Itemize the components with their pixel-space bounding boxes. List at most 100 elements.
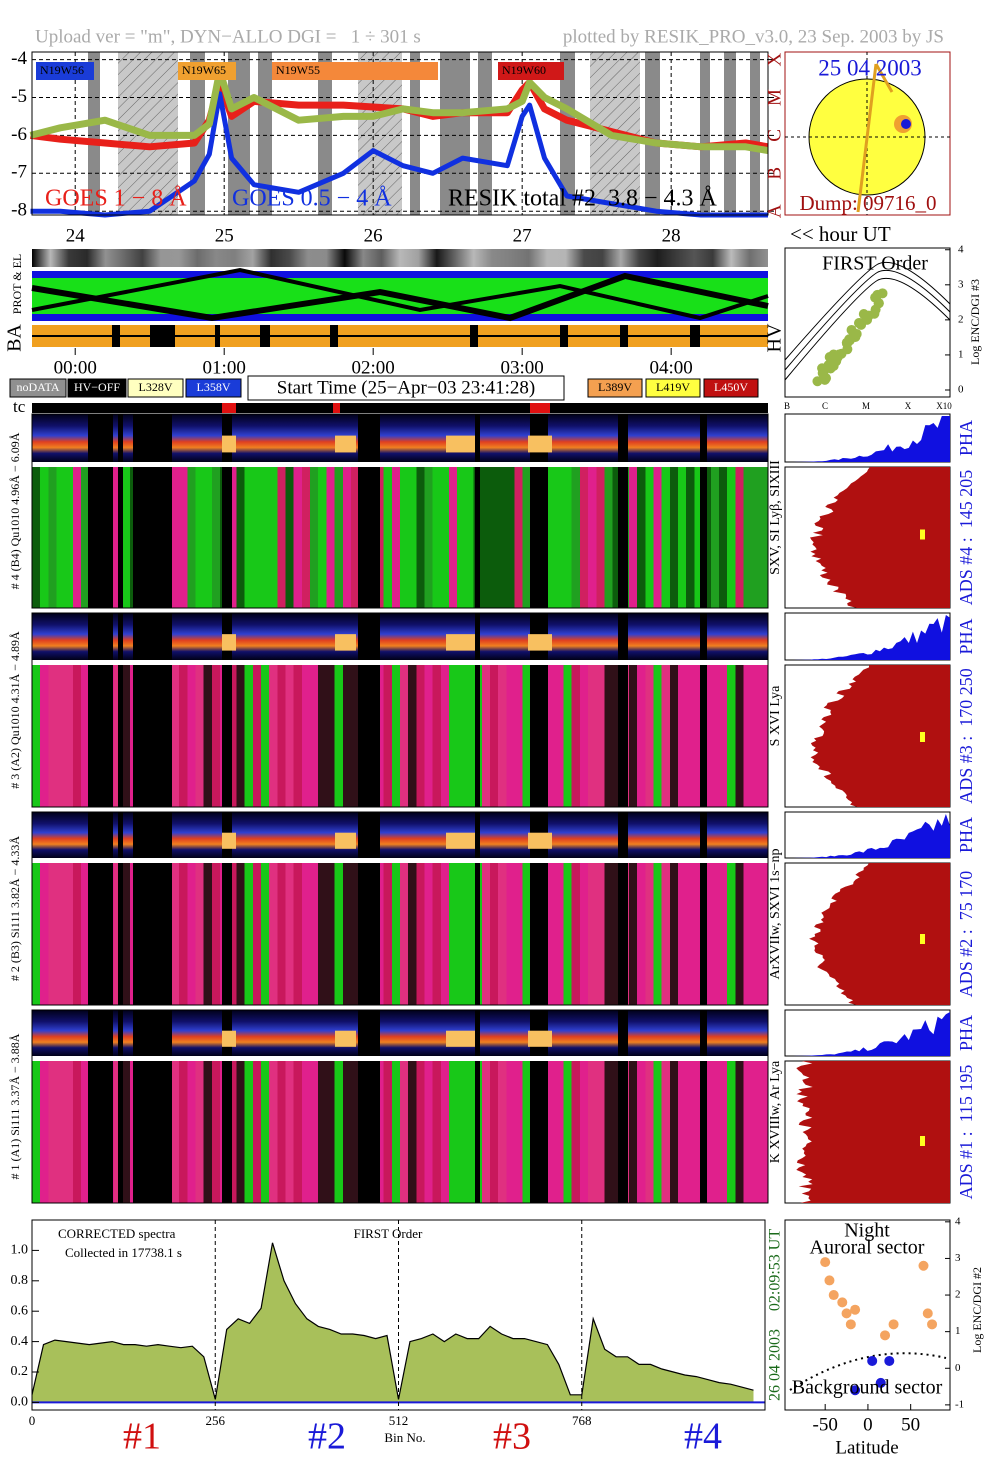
header-left: Upload ver = "m", DYN−ALLO DGI = 1 ÷ 301… [35, 26, 421, 47]
latitude-title: Night [844, 1220, 890, 1242]
y-tick-label: 1.0 [11, 1243, 29, 1258]
y-tick-label: 0.0 [11, 1395, 29, 1410]
x-tick-label: 0 [29, 1413, 36, 1428]
tc-mark [333, 403, 340, 413]
x-tick-label: -50 [813, 1414, 838, 1435]
data-gap [133, 863, 172, 1005]
y-tick-label: -4 [11, 48, 27, 69]
x-axis-label: Latitude [835, 1437, 898, 1458]
data-gap [88, 665, 113, 807]
flare-pha [528, 435, 552, 453]
data-gap [530, 1061, 548, 1203]
flare-pha [335, 634, 356, 651]
side-time: 02:09:53 UT [767, 1229, 784, 1311]
flare-pha [222, 634, 236, 651]
y2-tick-label: A [764, 204, 785, 218]
data-gap [475, 467, 480, 608]
data-gap [618, 1010, 628, 1056]
data-gap [618, 1061, 628, 1203]
scatter-point [922, 1308, 933, 1319]
data-gap [358, 812, 380, 858]
ads-histogram [810, 467, 950, 608]
data-gap [133, 414, 172, 462]
legend-item: L328V [139, 380, 173, 394]
data-gap [618, 812, 628, 858]
y-tick-label: 0.8 [11, 1273, 29, 1288]
y-tick-label: 0 [955, 1362, 961, 1374]
model-curve [784, 261, 951, 361]
annotation: Auroral sector [810, 1237, 925, 1259]
pha-label: PHA [956, 817, 976, 853]
hour-tick-label: 02:00 [352, 357, 395, 378]
channel-label: # 2 (B3) Si111 3.82Å − 4.33Å [8, 836, 22, 982]
x-axis-label: Bin No. [384, 1430, 425, 1445]
scatter-point [888, 1319, 899, 1330]
flare-pha [528, 1030, 552, 1047]
scatter-point [875, 1377, 886, 1388]
data-gap [222, 467, 232, 608]
ads-label: ADS #1 : 115 195 [956, 1065, 976, 1200]
ads-label: ADS #2 : 75 170 [956, 871, 976, 998]
y-tick-label: -6 [11, 124, 27, 145]
el-zigzag [31, 267, 769, 321]
scatter-point [820, 1257, 831, 1268]
scatter-point [850, 1304, 861, 1315]
region-box [272, 62, 438, 80]
region-label: N19W56 [40, 63, 84, 77]
sun-rotation-axis [856, 63, 878, 213]
separator [32, 660, 768, 665]
y-tick-label: 1 [955, 1325, 961, 1337]
data-gap [618, 665, 628, 807]
active-region [901, 119, 911, 129]
separator [32, 462, 768, 467]
data-gap [700, 414, 707, 462]
data-gap [88, 1010, 113, 1056]
data-gap [618, 613, 628, 660]
legend-box [127, 378, 184, 398]
ads-histogram [809, 863, 950, 1005]
legend-entry: GOES 1 − 8 Å [45, 186, 187, 212]
data-gap [618, 414, 628, 462]
data-gap [88, 863, 113, 1005]
no-data-band [700, 52, 710, 215]
hour-tick-label: 00:00 [54, 357, 97, 378]
first-order-point [853, 318, 864, 329]
y-tick-label: 0.2 [11, 1364, 29, 1379]
data-gap [700, 467, 707, 608]
goes-frame [31, 51, 769, 216]
frame [31, 1009, 769, 1204]
data-gap [700, 613, 707, 660]
data-gap [358, 863, 380, 1005]
x-category-label: M [862, 401, 870, 411]
data-gap [133, 613, 172, 660]
flare-pha [528, 634, 552, 651]
data-gap [475, 414, 480, 462]
x-tick-label: 26 [364, 225, 383, 246]
data-gap [88, 812, 113, 858]
x-category-label: B [784, 401, 790, 411]
series-line [30, 91, 768, 218]
x-tick-label: 50 [901, 1414, 920, 1435]
data-gap [618, 863, 628, 1005]
data-gap [475, 1061, 480, 1203]
scatter-point [884, 1355, 895, 1366]
flare-pha [335, 1030, 356, 1047]
hour-tick-label: 01:00 [203, 357, 246, 378]
data-gap [475, 812, 480, 858]
series-line [29, 67, 769, 155]
sun-rotation-axis [874, 63, 894, 93]
scatter-point [918, 1260, 929, 1271]
data-gap [88, 613, 113, 660]
data-gap [133, 812, 172, 858]
data-gap [700, 665, 707, 807]
first-order-point [812, 376, 823, 387]
data-gap [475, 1010, 480, 1056]
y-tick-label: 2 [958, 313, 964, 325]
y-axis-label: Log ENC/DGI #3 [968, 279, 982, 365]
y-tick-label: 3 [958, 278, 964, 290]
channel-label: # 4 (B4) Qu1010 4.96Å − 6.09Å [8, 432, 22, 589]
ads-marker [920, 934, 925, 944]
flare-pha [222, 1030, 236, 1047]
x-tick-label: 28 [662, 225, 681, 246]
scatter-point [841, 1308, 852, 1319]
